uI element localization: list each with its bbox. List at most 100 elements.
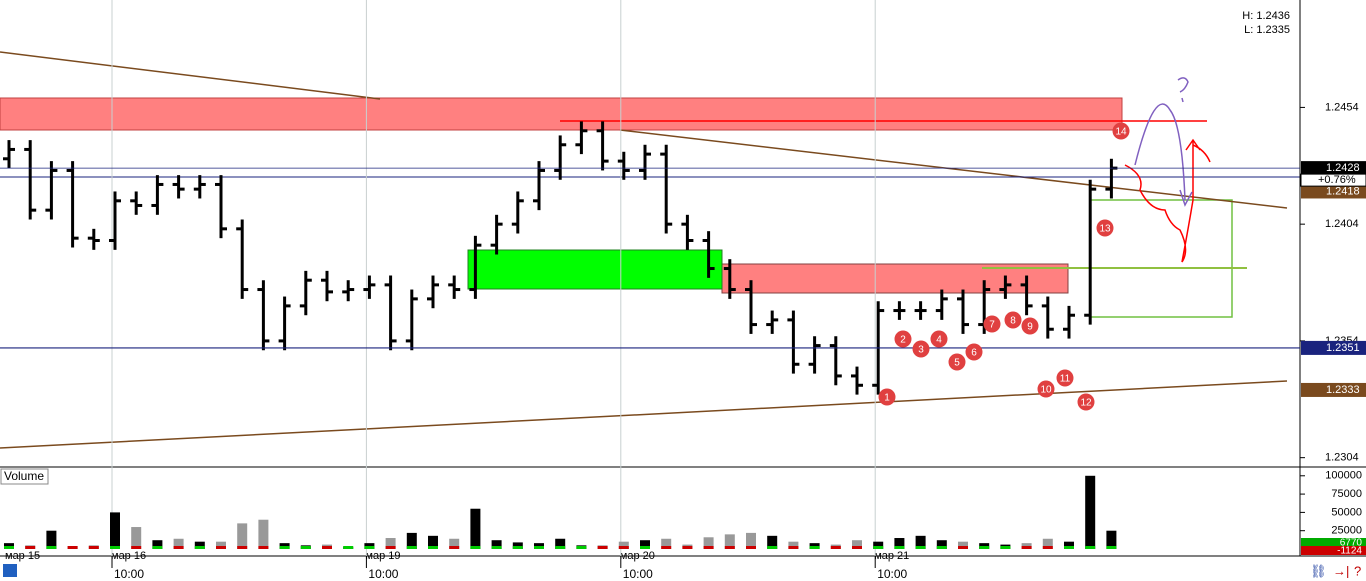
volume-base	[1000, 546, 1011, 549]
volume-base	[194, 546, 205, 549]
volume-bar	[936, 540, 947, 549]
volume-bar	[1064, 541, 1074, 549]
y-tick-label: 100000	[1325, 470, 1362, 482]
marker-label: 5	[954, 358, 960, 369]
volume-tag	[1301, 546, 1366, 555]
volume-bar	[1042, 538, 1053, 549]
volume-bar	[1085, 475, 1096, 549]
volume-bar	[915, 535, 926, 549]
volume-base	[25, 546, 36, 549]
x-time-label: 10:00	[368, 567, 398, 581]
x-tick-label: мар 19	[365, 550, 400, 562]
volume-tag-label: -1124	[1337, 546, 1362, 557]
volume-bar	[640, 540, 650, 549]
volume-base	[915, 546, 926, 549]
volume-bar	[385, 538, 396, 549]
volume-base	[364, 546, 375, 549]
volume-base	[512, 546, 523, 549]
volume-bar	[555, 538, 566, 549]
volume-base	[809, 546, 820, 549]
marker-label: 3	[918, 345, 924, 356]
y-tick-label: 1.2304	[1325, 452, 1359, 464]
volume-base	[958, 546, 968, 549]
marker	[965, 343, 983, 361]
volume-base	[830, 546, 841, 549]
volume-bar	[470, 508, 481, 549]
volume-base	[1042, 546, 1053, 549]
volume-base	[936, 546, 947, 549]
price-tag	[1301, 340, 1366, 355]
icon[interactable]: →|	[1333, 563, 1349, 578]
drawing	[1124, 138, 1211, 263]
volume-base	[746, 546, 756, 549]
volume-base	[470, 546, 481, 549]
volume-bar	[852, 540, 862, 549]
volume-bar	[788, 541, 799, 549]
trend-line	[619, 129, 1288, 209]
volume-base	[385, 546, 396, 549]
marker	[1056, 369, 1074, 387]
volume-base	[343, 546, 354, 549]
volume-base	[300, 546, 311, 549]
x-tick-label: мар 21	[874, 550, 909, 562]
volume-base	[555, 546, 566, 549]
volume-base	[618, 546, 629, 549]
marker	[1077, 393, 1095, 411]
volume-bar	[216, 541, 226, 549]
marker	[930, 330, 948, 348]
volume-bar	[258, 519, 269, 549]
volume-base	[110, 546, 120, 549]
change-label: +0.76%	[1318, 174, 1356, 186]
volume-base	[173, 546, 184, 549]
volume-base	[406, 546, 417, 549]
volume-base	[767, 546, 778, 549]
marker	[1021, 317, 1039, 335]
marker-label: 2	[900, 335, 906, 346]
volume-base	[894, 546, 905, 549]
volume-base	[46, 546, 57, 549]
x-tick-label: мар 16	[111, 550, 146, 562]
volume-base	[258, 546, 269, 549]
volume-bar	[237, 523, 248, 549]
marker	[894, 330, 912, 348]
icon[interactable]	[3, 564, 17, 577]
volume-bar	[428, 535, 438, 549]
volume-base	[1021, 546, 1032, 549]
volume-base	[682, 546, 693, 549]
x-tick-label: мар 20	[620, 550, 655, 562]
marker	[1096, 219, 1114, 237]
volume-bar	[512, 542, 523, 549]
x-time-label: 10:00	[623, 567, 653, 581]
volume-base	[88, 546, 99, 549]
volume-bar	[406, 532, 417, 549]
y-tick-label: 1.2454	[1325, 101, 1359, 113]
volume-bar	[894, 538, 905, 549]
volume-tag	[1301, 538, 1366, 547]
marker-label: 8	[1010, 316, 1016, 327]
marker	[1037, 380, 1055, 398]
volume-base	[67, 546, 78, 549]
trend-line	[0, 51, 381, 100]
price-tag	[1301, 161, 1366, 176]
volume-base	[322, 546, 332, 549]
volume-base	[4, 546, 14, 549]
marker-label: 7	[989, 320, 995, 331]
volume-base	[279, 546, 290, 549]
icon[interactable]: ⛓	[1310, 563, 1327, 578]
price-tag	[1301, 382, 1366, 397]
y-tick-label: 1.2404	[1325, 218, 1359, 230]
volume-base	[724, 546, 735, 549]
volume-base	[534, 546, 544, 549]
trend-line	[0, 380, 1288, 449]
marker-label: 9	[1027, 322, 1033, 333]
marker-label: 4	[936, 335, 942, 346]
marker	[983, 315, 1001, 333]
volume-bar	[194, 541, 205, 549]
volume-base	[661, 546, 672, 549]
volume-bar	[958, 541, 968, 549]
marker-label: 6	[971, 348, 977, 359]
icon[interactable]: ?	[1354, 563, 1361, 578]
x-time-label: 10:00	[114, 567, 144, 581]
volume-bar	[746, 532, 756, 549]
